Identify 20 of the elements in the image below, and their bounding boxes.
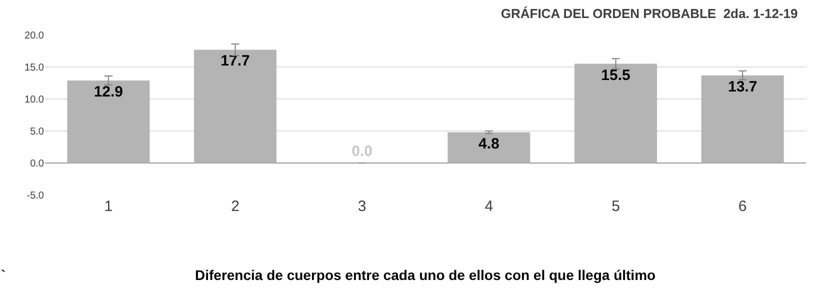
- x-tick-label: 1: [104, 198, 113, 215]
- text: `: [1, 267, 6, 283]
- x-tick-label: 2: [231, 198, 240, 215]
- text: Diferencia de cuerpos entre cada uno de ellos con el que llega último: [195, 267, 656, 283]
- data-label: 4.8: [478, 135, 500, 152]
- chart-title: GRÁFICA DEL ORDEN PROBABLE 2da. 1-12-19: [500, 6, 798, 21]
- y-tick-label: 0.0: [30, 158, 44, 170]
- data-label: 17.7: [220, 52, 250, 70]
- data-label: 15.5: [601, 66, 630, 84]
- x-tick-label: 4: [484, 198, 494, 215]
- y-tick-label: 5.0: [30, 126, 44, 138]
- y-tick-label: 15.0: [24, 62, 44, 74]
- x-tick-label: 6: [738, 198, 747, 215]
- data-label: 13.7: [728, 78, 758, 96]
- y-tick-label: -5.0: [26, 190, 44, 202]
- y-tick-label: 10.0: [24, 94, 44, 106]
- x-tick-label: 5: [612, 198, 620, 215]
- y-tick-label: 20.0: [24, 30, 44, 42]
- data-label: 12.9: [94, 83, 124, 100]
- x-tick-label: 3: [358, 198, 366, 215]
